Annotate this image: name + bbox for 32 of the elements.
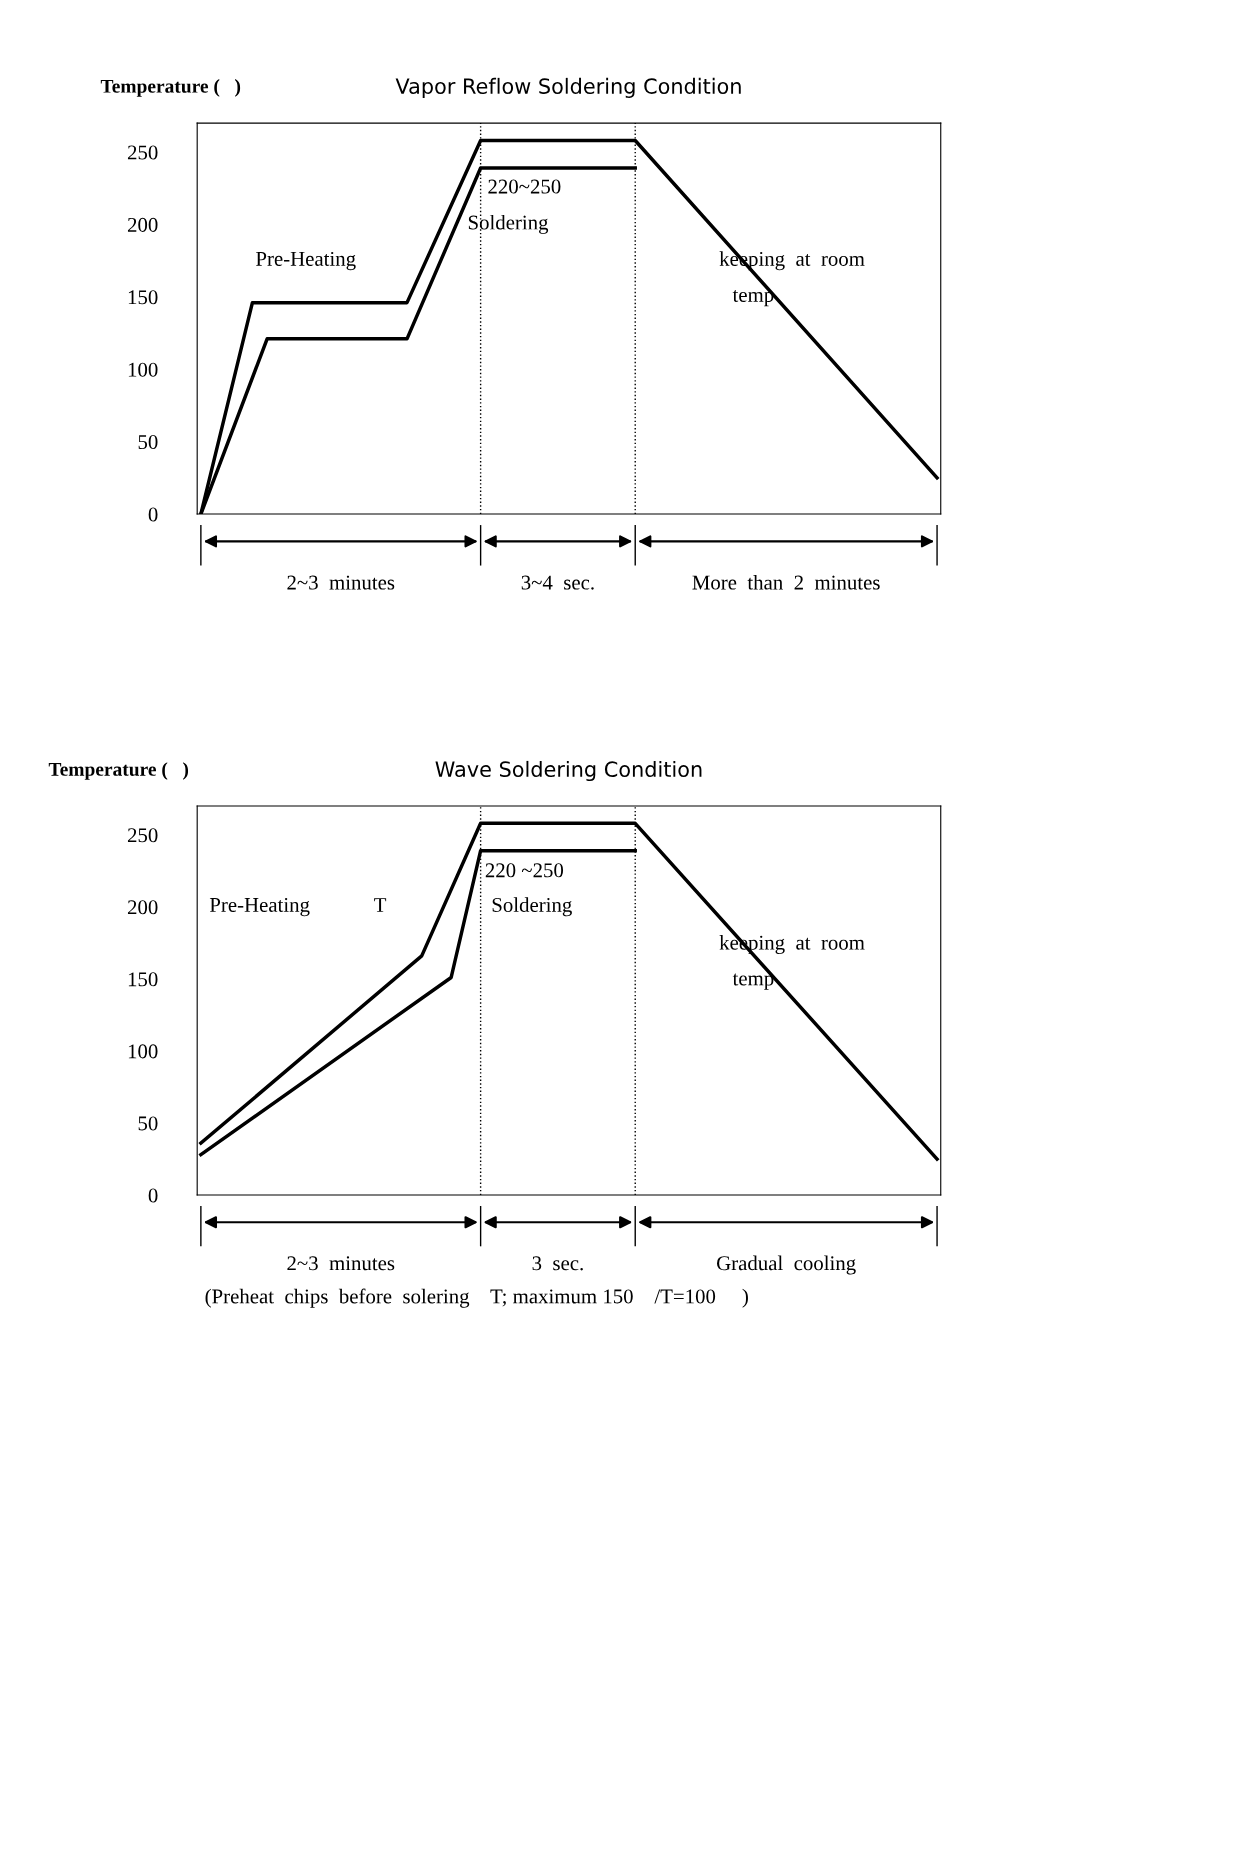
y-tick-label: 50 xyxy=(138,1116,158,1131)
y-tick-label: 250 xyxy=(127,145,158,160)
annotation: temp xyxy=(732,973,774,990)
y-tick-label: 250 xyxy=(127,828,158,843)
y-tick-label: 100 xyxy=(128,1044,158,1059)
y-tick-label: 150 xyxy=(128,290,158,305)
annotation: Soldering xyxy=(468,214,549,234)
annotation: 220 ~250 xyxy=(485,863,564,878)
y-tick-label: 0 xyxy=(148,507,158,522)
annotation: 220~250 xyxy=(488,179,561,194)
y-tick-label: 100 xyxy=(128,362,158,377)
text: More than 2 minutes xyxy=(692,574,880,590)
annotation: Soldering xyxy=(492,897,572,917)
annotation: T xyxy=(374,898,387,912)
chart-title: Wave Soldering Condition xyxy=(435,760,702,782)
annotation: temp xyxy=(732,289,774,307)
y-tick-label: 150 xyxy=(128,972,158,987)
text: Gradual cooling xyxy=(717,1255,856,1275)
y-axis-title: Temperature ( ) xyxy=(48,762,189,780)
y-tick-label: 50 xyxy=(138,435,158,450)
text: 3 sec. xyxy=(532,1256,583,1271)
annotation: Pre-Heating xyxy=(209,897,310,917)
y-axis-title: Temperature ( ) xyxy=(100,79,241,97)
y-tick-label: 200 xyxy=(127,217,158,232)
text: 3~4 sec. xyxy=(521,575,594,590)
text: 2~3 minutes xyxy=(287,1256,395,1271)
chart-title: Vapor Reflow Soldering Condition xyxy=(395,77,741,99)
text: 2~3 minutes xyxy=(287,575,395,590)
y-tick-label: 0 xyxy=(148,1188,158,1203)
text: (Preheat chips before solering T; maximum 150 /T=100 ) xyxy=(205,1288,748,1308)
annotation: Pre-Heating xyxy=(256,251,356,271)
y-tick-label: 200 xyxy=(127,900,158,915)
